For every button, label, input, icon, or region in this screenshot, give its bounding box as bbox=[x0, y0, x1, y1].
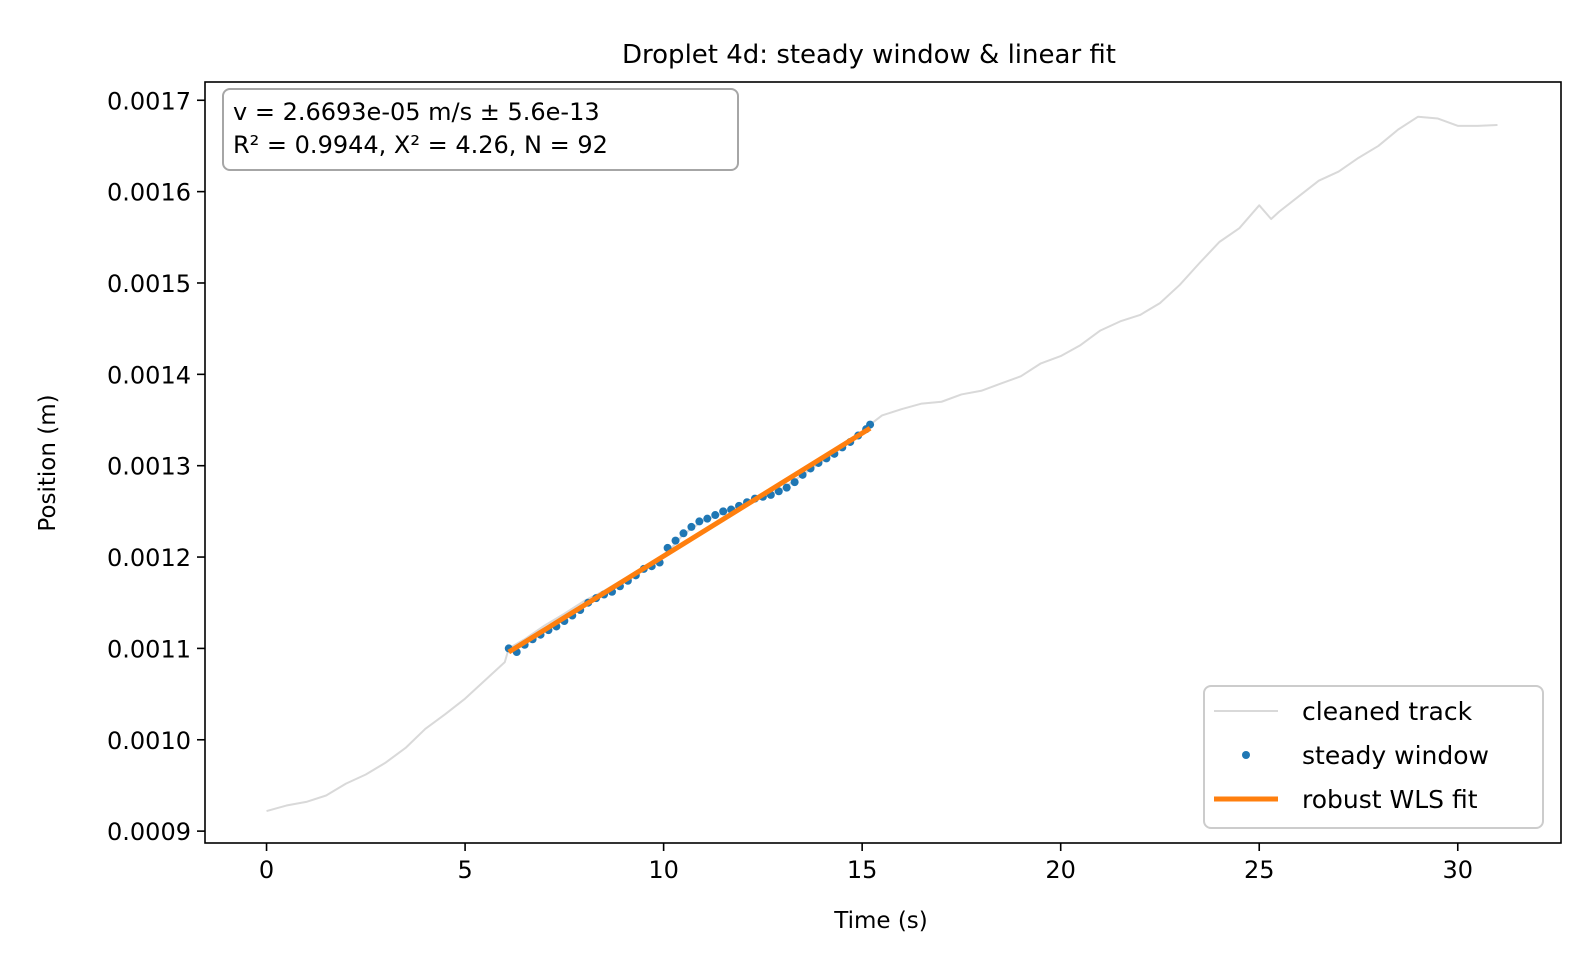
plot-area bbox=[204, 81, 1562, 844]
data-point bbox=[719, 507, 728, 516]
x-tick-label: 30 bbox=[1442, 856, 1473, 884]
x-tick-label: 25 bbox=[1244, 856, 1275, 884]
series-line-cleaned-track bbox=[266, 115, 1498, 812]
annotation-box: v = 2.6693e-05 m/s ± 5.6e-13 R² = 0.9944… bbox=[222, 88, 739, 171]
legend-label-robust-fit: robust WLS fit bbox=[1302, 785, 1478, 814]
series-line-robust-wls-fit bbox=[507, 426, 872, 655]
y-tick-label: 0.0011 bbox=[107, 635, 191, 663]
data-point bbox=[687, 522, 696, 531]
data-point bbox=[671, 536, 680, 545]
data-point bbox=[711, 511, 720, 520]
legend-label-cleaned-track: cleaned track bbox=[1302, 697, 1473, 726]
x-tick-label: 10 bbox=[648, 856, 679, 884]
legend: cleaned track steady window robust WLS f… bbox=[1203, 685, 1544, 829]
y-tick-label: 0.0013 bbox=[107, 453, 191, 481]
data-point bbox=[790, 478, 799, 487]
y-tick-label: 0.0009 bbox=[107, 818, 191, 846]
y-tick-label: 0.0015 bbox=[107, 270, 191, 298]
legend-label-steady-window: steady window bbox=[1302, 741, 1489, 770]
y-axis: 0.0009 0.0010 0.0011 0.0012 0.0013 0.0014 0.00… bbox=[107, 87, 205, 846]
y-axis-label: Position (m) bbox=[35, 394, 61, 531]
legend-frame bbox=[1203, 685, 1544, 829]
y-tick-label: 0.0016 bbox=[107, 179, 191, 207]
x-axis-label: Time (s) bbox=[833, 908, 928, 934]
plot-frame bbox=[204, 81, 1562, 844]
x-tick-label: 0 bbox=[259, 856, 274, 884]
data-point bbox=[774, 487, 783, 496]
x-tick-label: 20 bbox=[1045, 856, 1076, 884]
y-tick-label: 0.0012 bbox=[107, 544, 191, 572]
annotation-line-2: R² = 0.9944, X² = 4.26, N = 92 bbox=[233, 131, 608, 159]
y-tick-label: 0.0010 bbox=[107, 727, 191, 755]
annotation-line-1: v = 2.6693e-05 m/s ± 5.6e-13 bbox=[233, 98, 600, 126]
chart-title: Droplet 4d: steady window & linear fit bbox=[622, 40, 1116, 70]
legend-marker-steady-window bbox=[1242, 751, 1250, 759]
data-point bbox=[703, 514, 712, 523]
y-tick-label: 0.0017 bbox=[107, 87, 191, 115]
y-tick-label: 0.0014 bbox=[107, 361, 191, 389]
x-tick-label: 15 bbox=[847, 856, 878, 884]
series-layer bbox=[266, 115, 1498, 812]
annotation-frame bbox=[222, 88, 739, 171]
data-point bbox=[695, 517, 704, 526]
data-point bbox=[782, 483, 791, 492]
data-point bbox=[679, 529, 688, 538]
x-tick-label: 5 bbox=[457, 856, 472, 884]
x-axis: 0 5 10 15 20 25 30 bbox=[259, 843, 1473, 884]
